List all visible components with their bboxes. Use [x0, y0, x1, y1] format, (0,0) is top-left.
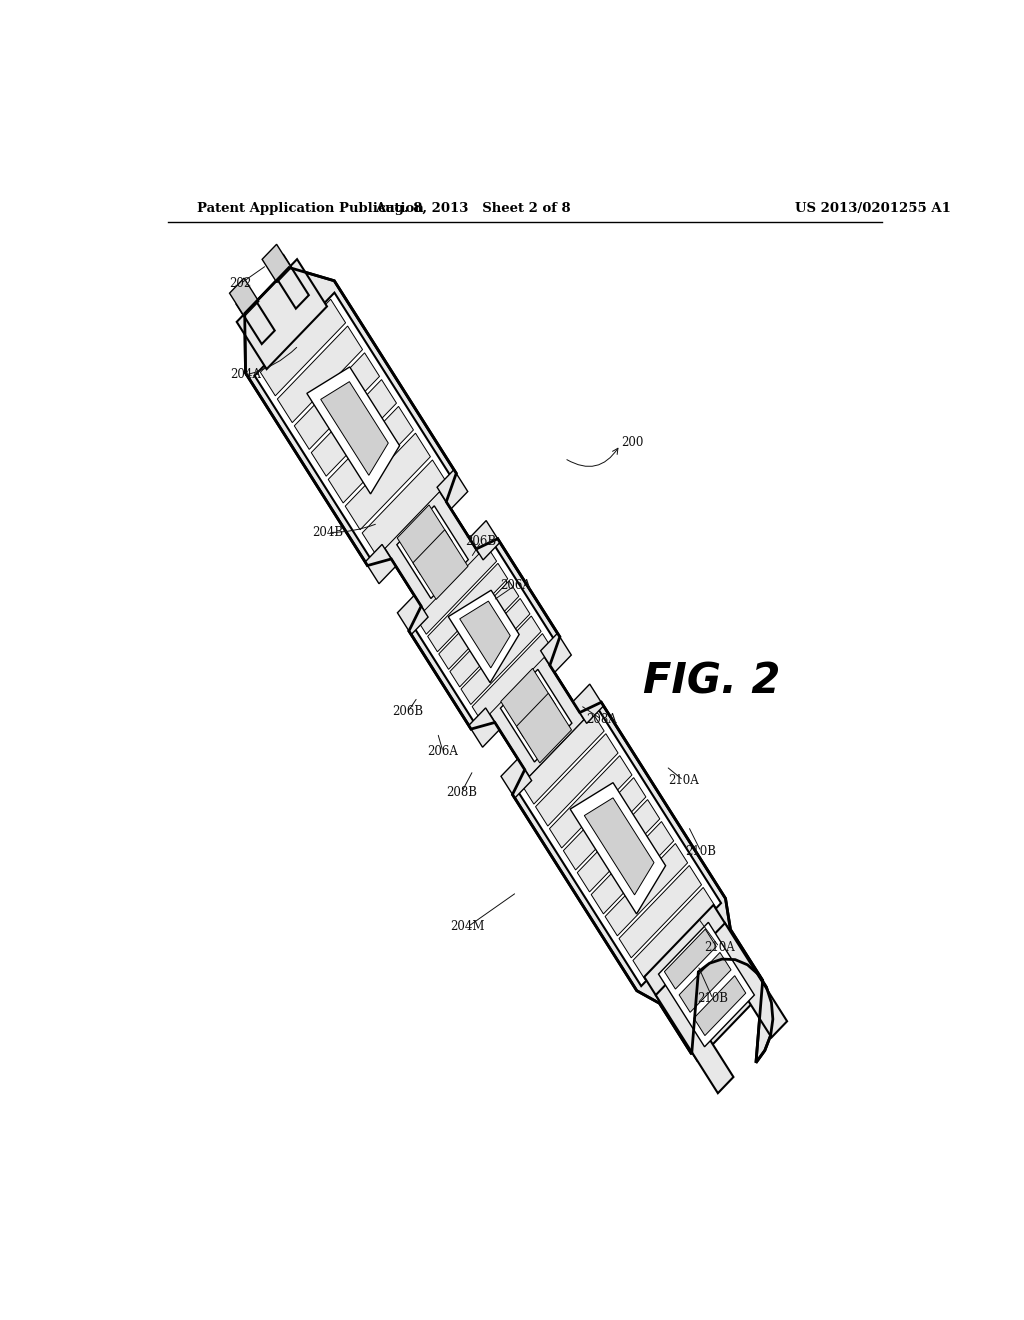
- Polygon shape: [437, 470, 468, 510]
- Polygon shape: [278, 326, 362, 422]
- Polygon shape: [397, 595, 428, 635]
- Polygon shape: [710, 923, 787, 1038]
- Polygon shape: [460, 601, 510, 668]
- Polygon shape: [618, 866, 701, 958]
- Polygon shape: [270, 255, 309, 309]
- Polygon shape: [578, 800, 659, 892]
- Polygon shape: [260, 300, 345, 396]
- Polygon shape: [521, 711, 604, 804]
- Polygon shape: [541, 634, 571, 673]
- Polygon shape: [658, 923, 755, 1047]
- Polygon shape: [311, 380, 396, 477]
- Text: 210A: 210A: [703, 941, 734, 953]
- Polygon shape: [516, 693, 571, 763]
- Polygon shape: [450, 598, 530, 686]
- Polygon shape: [366, 544, 396, 583]
- Polygon shape: [605, 843, 688, 936]
- Text: Patent Application Publication: Patent Application Publication: [197, 202, 424, 215]
- Polygon shape: [345, 433, 430, 529]
- Polygon shape: [262, 244, 292, 282]
- Text: 204B: 204B: [312, 525, 343, 539]
- Polygon shape: [536, 734, 618, 826]
- Text: 200: 200: [621, 437, 643, 450]
- Polygon shape: [655, 979, 733, 1093]
- Text: 206B: 206B: [392, 705, 424, 718]
- Polygon shape: [644, 906, 766, 1060]
- Polygon shape: [469, 708, 500, 747]
- Polygon shape: [665, 929, 717, 989]
- Polygon shape: [321, 381, 388, 475]
- Polygon shape: [362, 459, 447, 557]
- Polygon shape: [307, 367, 399, 494]
- Polygon shape: [417, 545, 497, 634]
- Polygon shape: [294, 352, 380, 449]
- Polygon shape: [487, 655, 585, 777]
- Text: 204M: 204M: [451, 920, 485, 933]
- Polygon shape: [397, 504, 453, 574]
- Polygon shape: [572, 684, 603, 723]
- Polygon shape: [501, 669, 571, 762]
- Polygon shape: [245, 268, 773, 1063]
- Polygon shape: [633, 887, 716, 979]
- Text: FIG. 2: FIG. 2: [643, 661, 780, 702]
- Polygon shape: [694, 975, 745, 1036]
- Polygon shape: [472, 634, 552, 722]
- Polygon shape: [550, 755, 632, 847]
- Polygon shape: [384, 491, 481, 614]
- Polygon shape: [411, 540, 558, 729]
- Text: Aug. 8, 2013   Sheet 2 of 8: Aug. 8, 2013 Sheet 2 of 8: [376, 202, 571, 215]
- Polygon shape: [679, 953, 731, 1012]
- Text: 210B: 210B: [697, 993, 728, 1006]
- Text: 208A: 208A: [587, 713, 617, 726]
- Polygon shape: [229, 279, 259, 317]
- Text: 210A: 210A: [668, 774, 699, 787]
- Polygon shape: [255, 293, 454, 564]
- Polygon shape: [461, 616, 541, 705]
- Polygon shape: [585, 797, 654, 895]
- Polygon shape: [397, 506, 468, 598]
- Polygon shape: [329, 407, 414, 503]
- Polygon shape: [570, 783, 666, 913]
- Polygon shape: [237, 290, 274, 345]
- Text: 206B: 206B: [466, 535, 497, 548]
- Polygon shape: [449, 590, 519, 682]
- Polygon shape: [237, 259, 327, 370]
- Text: 202: 202: [229, 277, 252, 290]
- Polygon shape: [591, 821, 674, 913]
- Polygon shape: [501, 759, 531, 799]
- Text: 208B: 208B: [445, 787, 477, 799]
- Text: 204A: 204A: [230, 368, 261, 381]
- Polygon shape: [438, 581, 519, 669]
- Polygon shape: [428, 564, 508, 652]
- Polygon shape: [516, 705, 721, 986]
- Polygon shape: [413, 529, 468, 599]
- Text: 210B: 210B: [685, 845, 717, 858]
- Text: 206A: 206A: [428, 746, 459, 759]
- Polygon shape: [501, 668, 556, 738]
- Polygon shape: [563, 777, 646, 870]
- Text: 206A: 206A: [500, 578, 530, 591]
- Polygon shape: [469, 520, 500, 560]
- Text: US 2013/0201255 A1: US 2013/0201255 A1: [795, 202, 950, 215]
